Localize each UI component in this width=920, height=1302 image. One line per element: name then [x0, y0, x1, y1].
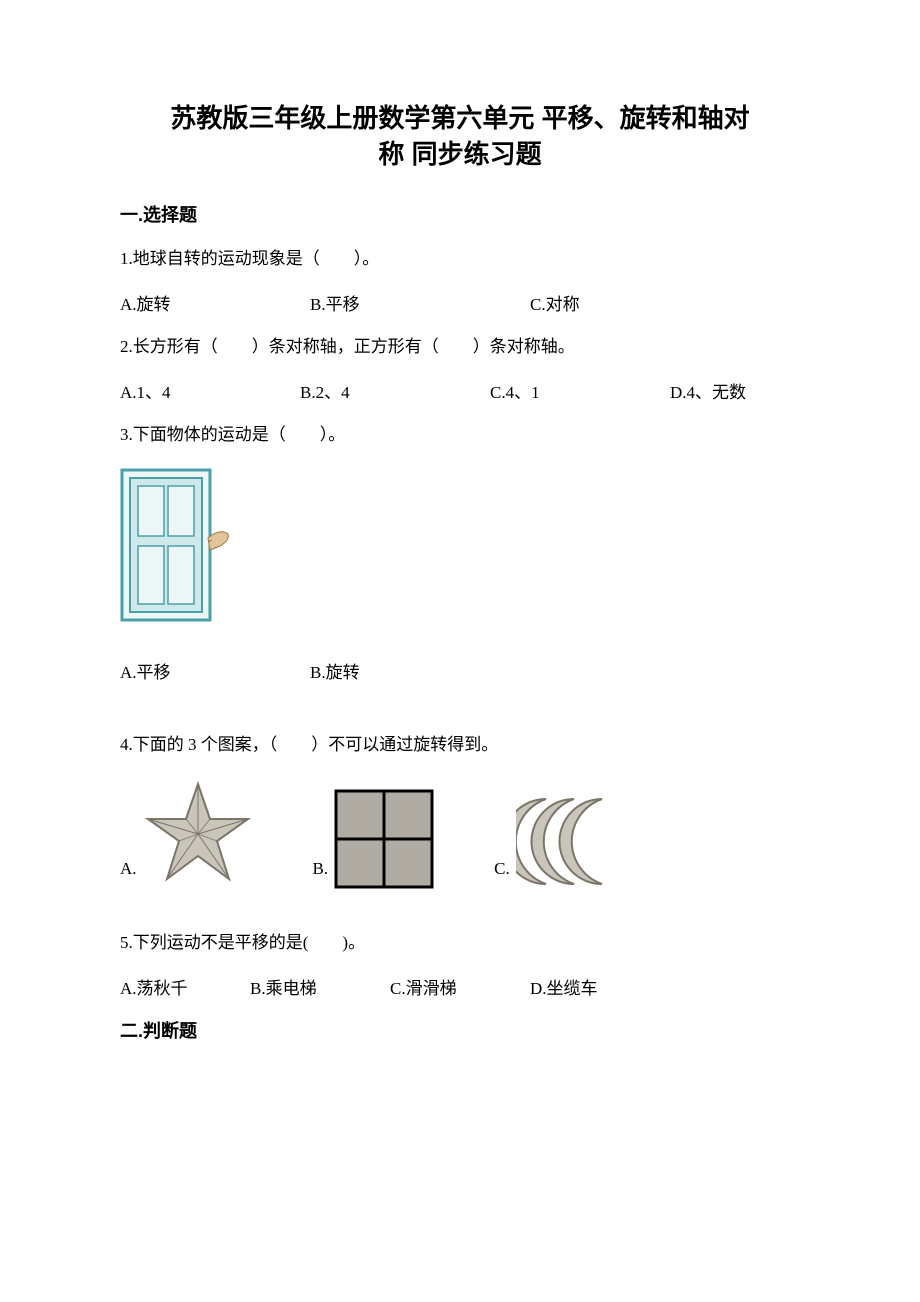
- q5-optC: C.滑滑梯: [390, 974, 530, 999]
- q2-options: A.1、4 B.2、4 C.4、1 D.4、无数: [120, 378, 800, 403]
- q4-labelC: C.: [494, 859, 510, 889]
- q4-labelB: B.: [313, 859, 329, 889]
- moons-icon: [516, 794, 641, 889]
- star-icon: [143, 779, 253, 889]
- q1-optA: A.旋转: [120, 290, 310, 315]
- q5-optA: A.荡秋千: [120, 974, 250, 999]
- q4-figC-wrap: C.: [494, 794, 641, 889]
- q3-figure-door: [120, 468, 800, 628]
- q4-labelA: A.: [120, 859, 137, 889]
- q4-figB-wrap: B.: [313, 789, 435, 889]
- section-1-heading: 一.选择题: [120, 201, 800, 227]
- q3-optB: B.旋转: [310, 658, 360, 683]
- q3-text: 3.下面物体的运动是（ ）。: [120, 421, 800, 448]
- q3-optA: A.平移: [120, 658, 310, 683]
- q1-options: A.旋转 B.平移 C.对称: [120, 290, 800, 315]
- q2-optA: A.1、4: [120, 378, 300, 403]
- page-title: 苏教版三年级上册数学第六单元 平移、旋转和轴对 称 同步练习题: [120, 100, 800, 173]
- q5-optB: B.乘电梯: [250, 974, 390, 999]
- q4-figures: A. B. C.: [120, 779, 800, 889]
- q1-optC: C.对称: [530, 290, 580, 315]
- title-line2: 称 同步练习题: [378, 139, 541, 169]
- q2-optC: C.4、1: [490, 378, 670, 403]
- q4-figA-wrap: A.: [120, 779, 253, 889]
- q2-optD: D.4、无数: [670, 378, 746, 403]
- q1-optB: B.平移: [310, 290, 530, 315]
- door-icon: [120, 468, 230, 623]
- section-2-heading: 二.判断题: [120, 1017, 800, 1043]
- q3-options: A.平移 B.旋转: [120, 658, 800, 683]
- q2-optB: B.2、4: [300, 378, 490, 403]
- grid-icon: [334, 789, 434, 889]
- q5-text: 5.下列运动不是平移的是( )。: [120, 929, 800, 956]
- q4-text: 4.下面的 3 个图案，（ ）不可以通过旋转得到。: [120, 731, 800, 758]
- q1-text: 1.地球自转的运动现象是（ ）。: [120, 245, 800, 272]
- q5-optD: D.坐缆车: [530, 974, 598, 999]
- q2-text: 2.长方形有（ ）条对称轴，正方形有（ ）条对称轴。: [120, 333, 800, 360]
- title-line1: 苏教版三年级上册数学第六单元 平移、旋转和轴对: [170, 103, 749, 133]
- worksheet-page: 苏教版三年级上册数学第六单元 平移、旋转和轴对 称 同步练习题 一.选择题 1.…: [0, 0, 920, 1302]
- q5-options: A.荡秋千 B.乘电梯 C.滑滑梯 D.坐缆车: [120, 974, 800, 999]
